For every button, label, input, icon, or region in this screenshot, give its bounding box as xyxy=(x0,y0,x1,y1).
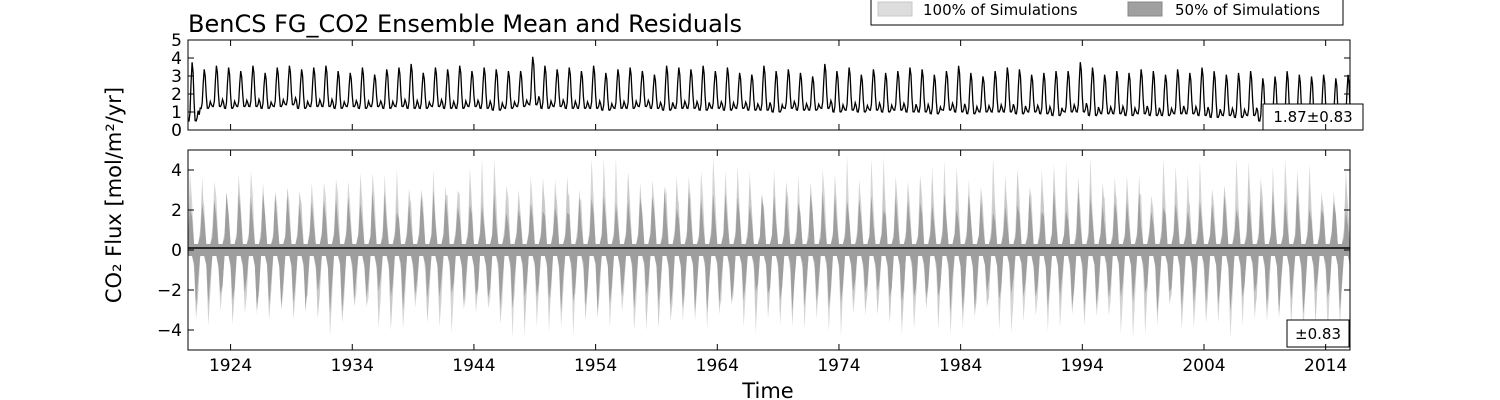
x-tick-label: 1984 xyxy=(939,356,982,376)
x-tick-label: 1964 xyxy=(696,356,739,376)
x-tick-label: 1944 xyxy=(452,356,495,376)
mean-stat-box xyxy=(1262,103,1364,131)
top-y-tick-label: 4 xyxy=(171,49,182,69)
legend-swatch-100 xyxy=(877,1,913,17)
legend-swatch-50 xyxy=(1127,1,1163,17)
panel-residuals: −4 −2 0 2 4 ±0.83 xyxy=(157,149,1351,351)
bottom-y-tick-label: 0 xyxy=(171,241,182,261)
band-50-percent xyxy=(188,189,1350,314)
residual-stat-box xyxy=(1286,319,1350,348)
x-tick-label: 1974 xyxy=(817,356,860,376)
bottom-y-tick-label: 2 xyxy=(171,201,182,221)
x-tick-label: 2014 xyxy=(1304,356,1347,376)
legend: 100% of Simulations 50% of Simulations xyxy=(870,0,1344,26)
top-y-tick-label: 2 xyxy=(171,85,182,105)
x-tick-label: 1954 xyxy=(574,356,617,376)
top-y-tick-label: 3 xyxy=(171,67,182,87)
x-tick-label: 2004 xyxy=(1182,356,1225,376)
chart-title: BenCS FG_CO2 Ensemble Mean and Residuals xyxy=(188,10,742,38)
bottom-y-ticks: −4 −2 0 2 4 xyxy=(157,161,1350,341)
legend-label-50: 50% of Simulations xyxy=(1175,1,1320,19)
bottom-y-tick-label: 4 xyxy=(171,161,182,181)
ensemble-mean-line xyxy=(187,56,1351,122)
bottom-plot-frame xyxy=(187,149,1351,351)
bottom-y-tick-label: −4 xyxy=(157,321,182,341)
x-tick-label: 1994 xyxy=(1061,356,1104,376)
residual-stat-label: ±0.83 xyxy=(1295,325,1341,343)
x-axis-label: Time xyxy=(741,379,793,400)
y-axis-label: CO₂ Flux [mol/m²/yr] xyxy=(102,87,126,303)
top-y-tick-label: 5 xyxy=(171,31,182,51)
top-plot-frame xyxy=(187,39,1351,131)
x-tick-label: 1924 xyxy=(209,356,252,376)
x-ticks: 1924 1934 1944 1954 1964 1974 1984 1994 2004 2014 xyxy=(209,40,1347,376)
legend-frame xyxy=(870,0,1344,26)
top-y-tick-label: 1 xyxy=(171,103,182,123)
x-tick-label: 1934 xyxy=(331,356,374,376)
legend-label-100: 100% of Simulations xyxy=(923,1,1078,19)
mean-stat-label: 1.87±0.83 xyxy=(1273,108,1352,126)
bottom-y-tick-label: −2 xyxy=(157,281,182,301)
top-y-tick-label: 0 xyxy=(171,121,182,141)
